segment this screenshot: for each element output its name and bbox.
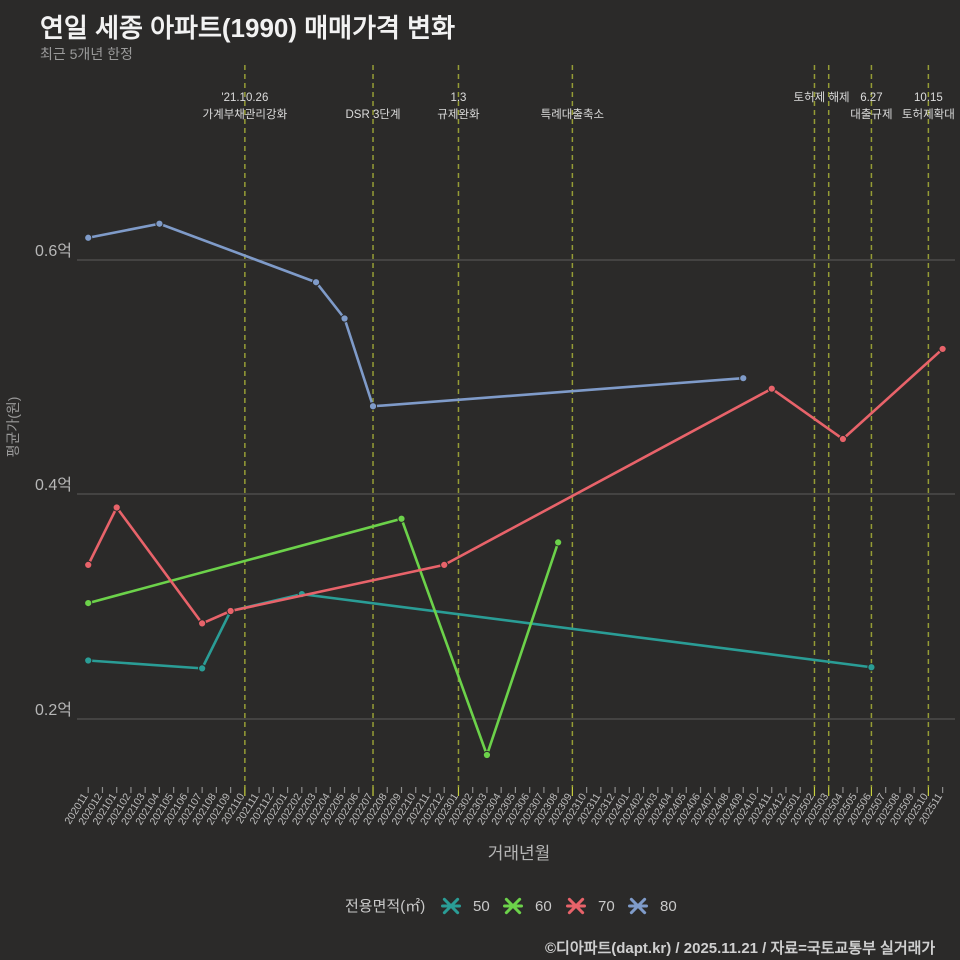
svg-text:50: 50: [473, 898, 490, 915]
svg-text:평균가(원): 평균가(원): [5, 397, 21, 458]
svg-text:80: 80: [660, 898, 677, 915]
svg-text:대출규제: 대출규제: [850, 108, 892, 121]
svg-text:규제완화: 규제완화: [437, 108, 480, 121]
svg-text:특례대출축소: 특례대출축소: [541, 108, 604, 121]
svg-text:©디아파트(dapt.kr) / 2025.11.21 /: ©디아파트(dapt.kr) / 2025.11.21 / 자료=국토교통부 실…: [545, 940, 935, 957]
svg-text:'21.10.26: '21.10.26: [221, 92, 268, 104]
svg-text:0.2억: 0.2억: [35, 701, 72, 719]
svg-text:70: 70: [598, 898, 615, 915]
svg-text:0.6억: 0.6억: [35, 242, 72, 260]
svg-text:60: 60: [535, 898, 552, 915]
svg-text:6.27: 6.27: [860, 92, 882, 104]
svg-text:가계부채관리강화: 가계부채관리강화: [203, 108, 288, 121]
svg-text:토허제확대: 토허제확대: [902, 108, 955, 121]
svg-text:거래년월: 거래년월: [488, 844, 551, 863]
svg-text:DSR 3단계: DSR 3단계: [346, 108, 401, 121]
svg-text:0.4억: 0.4억: [35, 476, 72, 494]
svg-text:전용면적(㎡): 전용면적(㎡): [345, 898, 425, 915]
svg-text:1.3: 1.3: [450, 92, 466, 104]
svg-text:토허제 해제: 토허제 해제: [794, 91, 850, 104]
svg-text:10.15: 10.15: [914, 92, 943, 104]
